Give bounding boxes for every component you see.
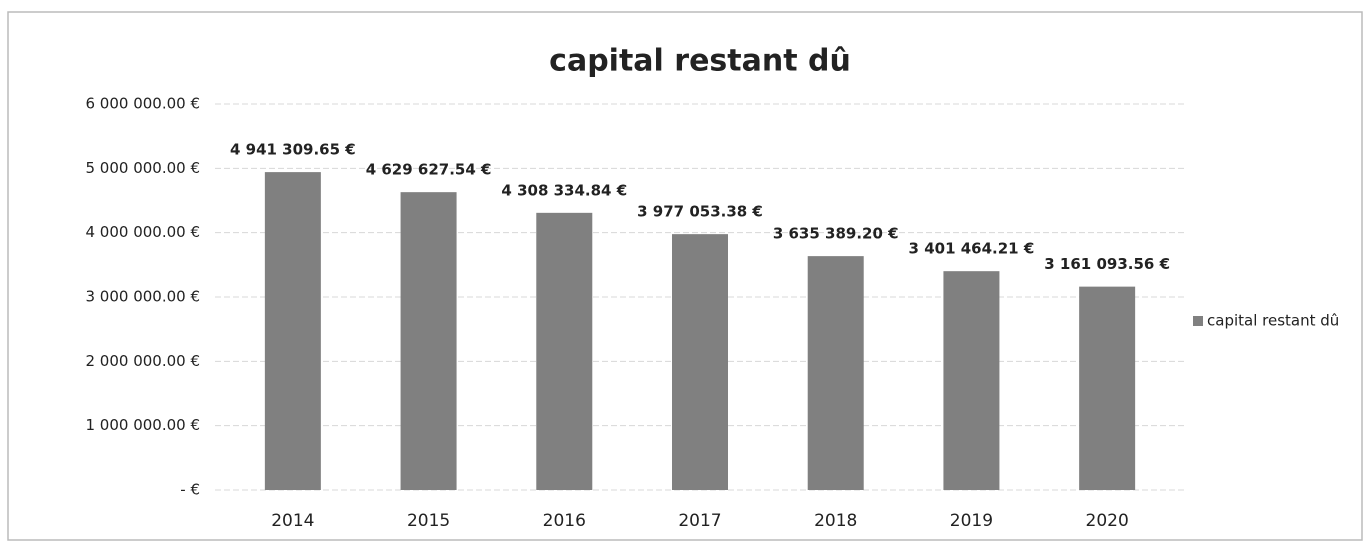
value-label: 4 941 309.65 € xyxy=(230,141,356,159)
y-tick-label: - € xyxy=(180,481,200,499)
value-label: 4 308 334.84 € xyxy=(501,181,627,199)
bar xyxy=(807,256,864,490)
value-label: 3 977 053.38 € xyxy=(637,203,763,221)
y-tick-label: 5 000 000.00 € xyxy=(85,159,200,177)
bar xyxy=(400,192,457,490)
legend-label: capital restant dû xyxy=(1207,312,1339,330)
value-label: 3 401 464.21 € xyxy=(909,240,1035,258)
x-tick-label: 2015 xyxy=(407,511,450,531)
x-tick-label: 2014 xyxy=(271,511,314,531)
bar xyxy=(1079,286,1136,490)
bar xyxy=(536,212,593,491)
x-tick-label: 2019 xyxy=(950,511,993,531)
value-label: 4 629 627.54 € xyxy=(366,161,492,179)
chart-title: capital restant dû xyxy=(549,44,851,79)
y-tick-label: 6 000 000.00 € xyxy=(85,95,200,113)
value-label: 3 161 093.56 € xyxy=(1044,255,1170,273)
x-tick-label: 2016 xyxy=(543,511,586,531)
y-tick-label: 2 000 000.00 € xyxy=(85,352,200,370)
x-tick-label: 2017 xyxy=(678,511,721,531)
y-tick-label: 1 000 000.00 € xyxy=(85,416,200,434)
y-tick-label: 4 000 000.00 € xyxy=(85,223,200,241)
legend-swatch xyxy=(1193,316,1203,326)
bar xyxy=(943,271,1000,490)
x-tick-label: 2018 xyxy=(814,511,857,531)
bar xyxy=(672,234,728,490)
value-label: 3 635 389.20 € xyxy=(773,225,899,243)
y-tick-label: 3 000 000.00 € xyxy=(85,288,200,306)
bar xyxy=(264,172,321,491)
x-tick-label: 2020 xyxy=(1086,511,1129,531)
